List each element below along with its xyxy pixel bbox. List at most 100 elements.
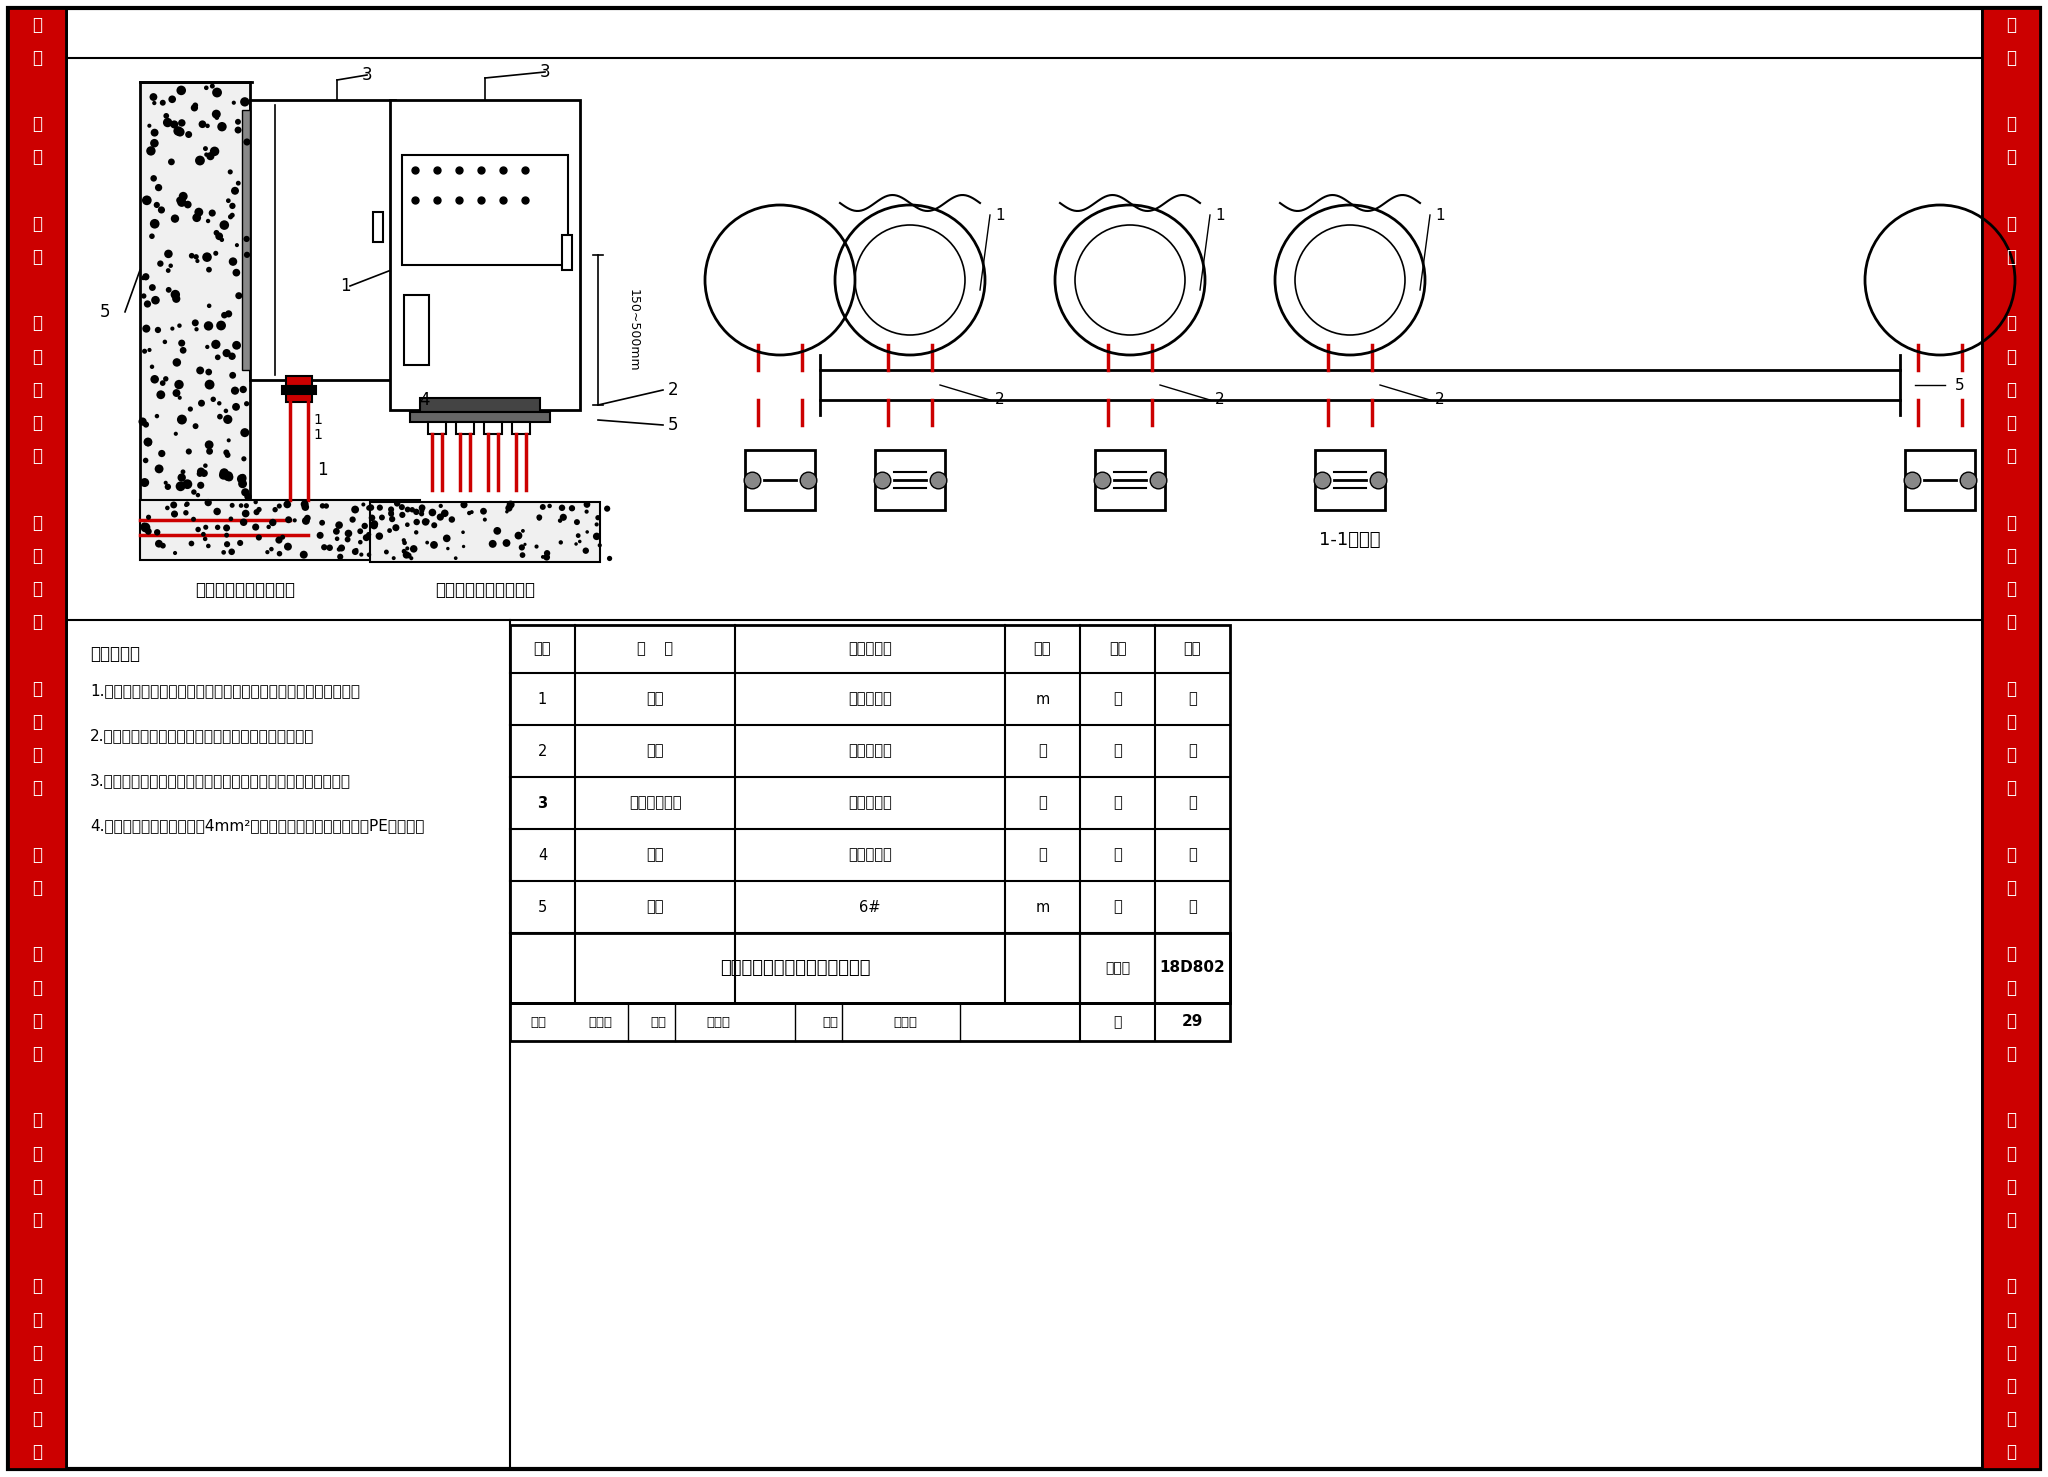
Circle shape: [145, 527, 152, 535]
Circle shape: [428, 508, 436, 517]
Bar: [242, 109, 250, 371]
Circle shape: [143, 458, 147, 464]
Circle shape: [217, 414, 223, 419]
Circle shape: [352, 548, 358, 555]
Circle shape: [594, 523, 598, 526]
Circle shape: [147, 349, 152, 352]
Circle shape: [557, 518, 563, 523]
Circle shape: [160, 544, 166, 548]
Circle shape: [569, 505, 575, 511]
Circle shape: [207, 267, 211, 273]
Text: 座: 座: [2005, 1044, 2015, 1063]
Circle shape: [205, 499, 211, 507]
Circle shape: [160, 380, 166, 385]
Text: 管: 管: [2005, 248, 2015, 266]
Circle shape: [430, 541, 438, 549]
Circle shape: [387, 529, 391, 533]
Circle shape: [606, 555, 612, 561]
Circle shape: [334, 527, 340, 535]
Text: 插: 插: [2005, 1012, 2015, 1029]
Circle shape: [215, 115, 219, 120]
Circle shape: [172, 551, 176, 555]
Circle shape: [301, 501, 309, 508]
Circle shape: [166, 505, 170, 510]
Text: 变: 变: [33, 381, 43, 399]
Text: 配电柜（箱）: 配电柜（箱）: [629, 796, 682, 811]
Circle shape: [350, 517, 356, 523]
Circle shape: [215, 232, 223, 241]
Circle shape: [414, 518, 420, 526]
Circle shape: [240, 385, 248, 393]
Circle shape: [547, 504, 551, 508]
Circle shape: [178, 340, 184, 347]
Circle shape: [559, 505, 565, 511]
Circle shape: [197, 482, 205, 489]
Bar: [510, 1003, 1231, 1041]
Text: 缆: 缆: [33, 546, 43, 564]
Text: 按设计要求: 按设计要求: [848, 796, 891, 811]
Circle shape: [406, 523, 410, 527]
Circle shape: [197, 366, 205, 374]
Text: 设计: 设计: [821, 1016, 838, 1028]
Circle shape: [268, 518, 276, 526]
Circle shape: [195, 326, 199, 331]
Circle shape: [205, 124, 209, 128]
Circle shape: [426, 541, 428, 545]
Text: 1: 1: [1436, 207, 1444, 223]
Circle shape: [197, 471, 203, 477]
Circle shape: [203, 536, 207, 541]
Circle shape: [145, 146, 156, 155]
Circle shape: [461, 501, 467, 508]
Circle shape: [166, 269, 170, 273]
Circle shape: [225, 452, 231, 458]
Circle shape: [584, 510, 588, 514]
Circle shape: [369, 504, 375, 511]
Circle shape: [293, 518, 297, 523]
Circle shape: [195, 527, 201, 532]
Text: －: －: [1114, 796, 1122, 811]
Bar: [510, 625, 1231, 1003]
Text: 具: 具: [2005, 879, 2015, 897]
Circle shape: [350, 505, 358, 514]
Circle shape: [387, 507, 393, 513]
Circle shape: [326, 545, 334, 551]
Text: 单位: 单位: [1034, 641, 1051, 656]
Circle shape: [211, 340, 221, 349]
Circle shape: [432, 523, 436, 529]
Circle shape: [178, 323, 182, 328]
Circle shape: [479, 508, 487, 514]
Circle shape: [254, 499, 258, 504]
Circle shape: [406, 507, 410, 513]
Circle shape: [158, 207, 166, 214]
Circle shape: [233, 343, 240, 349]
Text: 缝: 缝: [33, 448, 43, 465]
Circle shape: [199, 121, 207, 128]
Bar: [457, 422, 473, 434]
Circle shape: [442, 535, 451, 542]
Text: 形: 形: [33, 414, 43, 433]
Circle shape: [201, 532, 205, 536]
Text: 管卡: 管卡: [647, 743, 664, 759]
Circle shape: [176, 127, 184, 136]
Circle shape: [369, 514, 375, 521]
Circle shape: [489, 541, 498, 548]
Circle shape: [541, 555, 545, 558]
Circle shape: [238, 474, 246, 483]
Text: 封: 封: [2005, 1177, 2015, 1196]
Circle shape: [205, 256, 209, 260]
Circle shape: [150, 375, 160, 384]
Circle shape: [217, 321, 225, 331]
Circle shape: [362, 535, 371, 541]
Circle shape: [240, 474, 246, 482]
Circle shape: [139, 479, 150, 487]
Circle shape: [506, 510, 508, 514]
Circle shape: [285, 542, 293, 551]
Text: 页: 页: [1114, 1015, 1122, 1029]
Circle shape: [244, 493, 252, 501]
Circle shape: [143, 421, 150, 428]
Circle shape: [231, 387, 240, 394]
Text: 管: 管: [33, 248, 43, 266]
Circle shape: [141, 195, 152, 205]
Text: 电: 电: [33, 514, 43, 532]
Text: 4.金属导管进箱处用不小于4mm²黄绿色铜芯软导线与配电箱内PE排连接。: 4.金属导管进箱处用不小于4mm²黄绿色铜芯软导线与配电箱内PE排连接。: [90, 818, 424, 833]
